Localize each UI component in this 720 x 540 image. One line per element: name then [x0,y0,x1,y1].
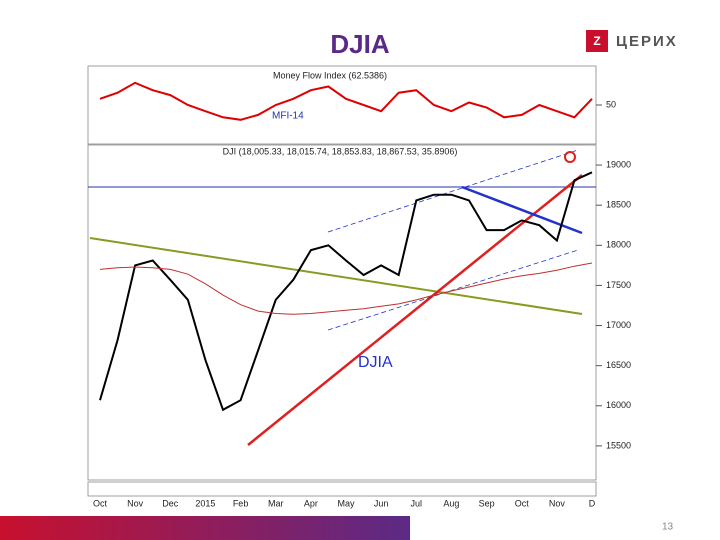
x-tick-label: Mar [268,498,284,508]
series-line [99,171,593,412]
x-tick-label: Oct [515,498,530,508]
x-tick-label: Nov [549,498,566,508]
channel-line [327,149,579,233]
y-tick-label: 16000 [606,400,631,410]
y-tick-label: 16500 [606,360,631,370]
page-number: 13 [662,522,674,533]
highlight-circle [564,151,576,163]
footer-strip [0,516,410,540]
x-tick-label: D [589,498,596,508]
slide-title: DJIA [330,29,389,59]
y-tick-label: 17500 [606,280,631,290]
chart-header: DJI (18,005.33, 18,015.74, 18,853.83, 18… [223,146,458,156]
y-tick-label: 18500 [606,200,631,210]
series-line [99,262,593,315]
x-tick-label: Feb [233,498,249,508]
chart-annotation: MFI-14 [272,111,304,122]
x-tick-label: Dec [162,498,179,508]
y-tick-label: 17000 [606,320,631,330]
x-tick-label: Jul [411,498,423,508]
y-tick-label: 50 [606,99,616,109]
x-tick-label: 2015 [195,498,215,508]
x-tick-label: Sep [479,498,495,508]
trend-line [89,237,583,315]
y-tick-label: 18000 [606,240,631,250]
x-tick-label: Jun [374,498,389,508]
chart-annotation: DJIA [358,354,393,371]
price-panel [87,144,597,481]
x-tick-label: Nov [127,498,144,508]
logo-text: ЦЕРИХ [616,33,678,50]
channel-line [327,249,579,331]
y-tick-label: 15500 [606,440,631,450]
x-tick-label: Aug [443,498,459,508]
logo-icon-letter: Z [593,34,600,48]
x-tick-label: Oct [93,498,108,508]
chart-header: Money Flow Index (62.5386) [273,70,387,80]
logo-icon [586,30,608,52]
volume-panel [87,481,597,497]
trend-line [247,174,583,446]
x-tick-label: Apr [304,498,318,508]
y-tick-label: 19000 [606,159,631,169]
series-line [99,81,593,121]
x-tick-label: May [337,498,355,508]
